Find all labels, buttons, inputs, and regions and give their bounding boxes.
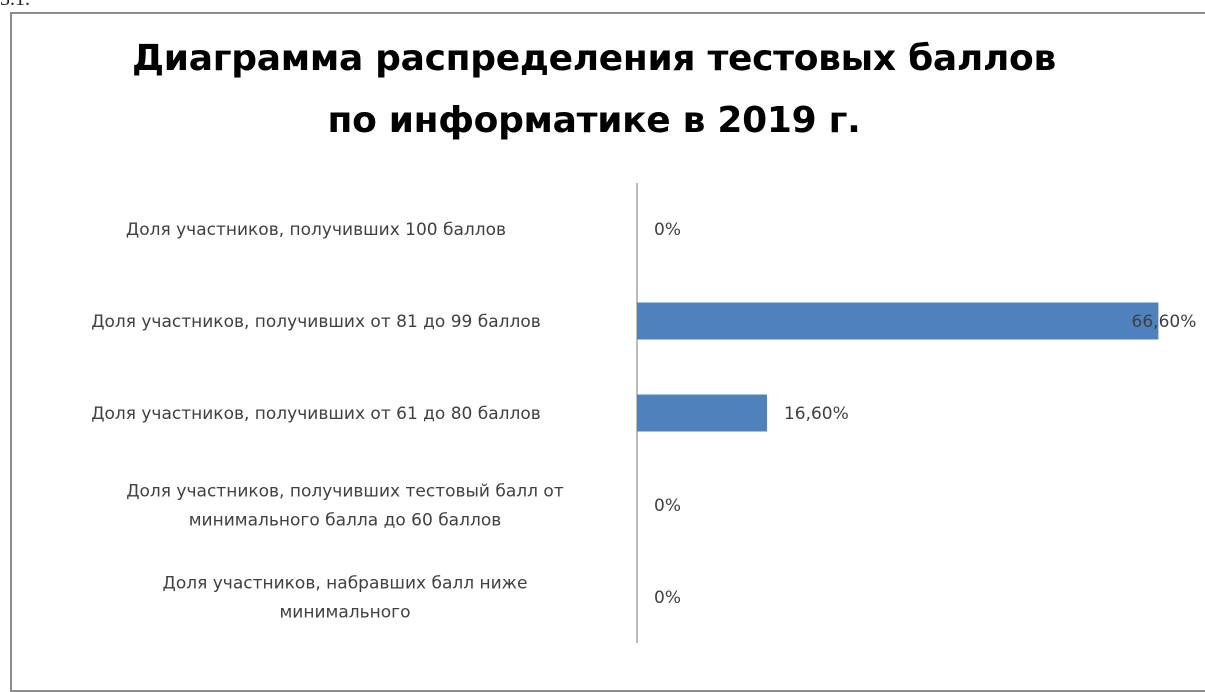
category-label-0: Доля участников, получивших 100 баллов: [126, 220, 506, 240]
category-label-2: Доля участников, получивших от 61 до 80 …: [91, 404, 541, 424]
data-label-1: 66,60%: [1132, 312, 1197, 332]
bar-chart: Доля участников, получивших 100 баллов 0%…: [91, 183, 1197, 643]
data-label-3: 0%: [654, 496, 681, 516]
category-label-3: Доля участников, получивших тестовый бал…: [126, 482, 564, 531]
chart-frame: [10, 12, 1205, 692]
data-label-0: 0%: [654, 220, 681, 240]
chart-title-line-1: Диаграмма распределения тестовых баллов: [132, 38, 1056, 79]
chart-title: Диаграмма распределения тестовых баллов …: [0, 28, 1188, 152]
data-label-4: 0%: [654, 588, 681, 608]
category-label-4: Доля участников, набравших балл ниже мини…: [163, 574, 528, 623]
data-label-2: 16,60%: [784, 404, 849, 424]
bar-1: [637, 302, 1159, 340]
bar-2: [637, 394, 767, 432]
page-fragment-text: 3.1.: [0, 0, 30, 11]
category-label-1: Доля участников, получивших от 81 до 99 …: [91, 312, 541, 332]
chart-title-line-2: по информатике в 2019 г.: [327, 100, 861, 141]
